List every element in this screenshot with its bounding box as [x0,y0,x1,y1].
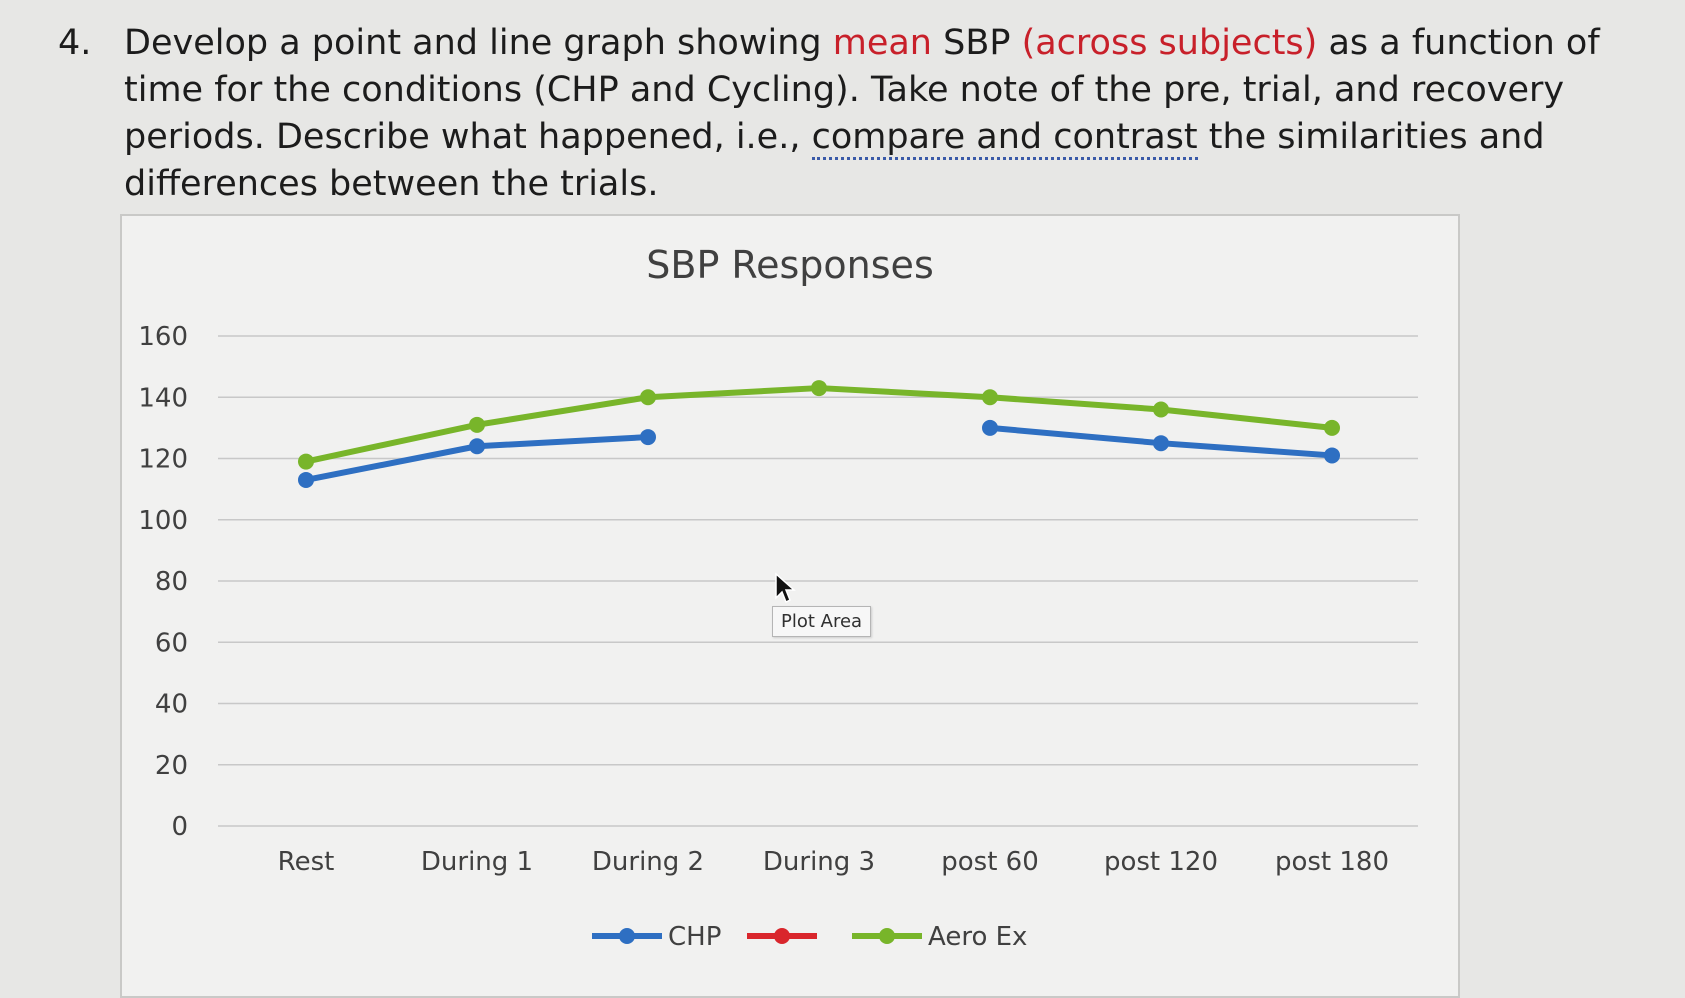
legend-aero-ex-marker[interactable] [879,928,895,944]
series-chp-point[interactable] [1153,435,1169,452]
question-text: 4. Develop a point and line graph showin… [58,20,1618,208]
series-aero-ex-line [303,421,480,465]
series-chp-line [303,443,480,483]
series-chp-line [987,424,1164,447]
series-aero-ex-line [987,394,1164,413]
x-tick-label: post 120 [1104,847,1218,877]
series-aero-ex-line [474,394,651,428]
question-highlight-mean: mean [832,23,932,63]
y-tick-label: 40 [155,690,188,720]
series-aero-ex-point[interactable] [640,389,656,406]
series-chp-point[interactable] [1324,447,1340,464]
y-tick-label: 0 [171,812,188,842]
series-aero-ex-point[interactable] [982,389,998,406]
series-aero-ex-point[interactable] [811,380,827,397]
series-chp-point[interactable] [298,471,314,488]
plot-area-tooltip: Plot Area [772,606,872,637]
question-highlight-across-subjects: (across subjects) [1021,23,1318,63]
legend-aero-ex-label[interactable]: Aero Ex [928,922,1027,952]
legend-red-marker[interactable] [774,928,790,944]
series-chp-line [474,434,651,450]
series-chp-point[interactable] [640,429,656,446]
series-aero-ex-point[interactable] [1153,401,1169,418]
x-tick-label: Rest [278,847,335,877]
x-tick-label: During 1 [421,847,533,877]
legend-chp-marker[interactable] [619,928,635,944]
y-tick-label: 140 [138,383,188,413]
series-aero-ex-line [816,385,993,401]
series-chp-line [1158,440,1335,459]
y-tick-label: 120 [138,445,188,475]
question-dotted-phrase: compare and contrast [811,117,1198,160]
y-tick-label: 80 [155,567,188,597]
chart-title: SBP Responses [646,243,934,287]
series-aero-ex-point[interactable] [1324,419,1340,436]
series-chp-point[interactable] [469,438,485,455]
legend-chp-label[interactable]: CHP [668,922,721,952]
y-tick-label: 20 [155,751,188,781]
series-aero-ex-line [645,385,822,401]
series-aero-ex-point[interactable] [298,453,314,470]
x-tick-label: During 3 [763,847,875,877]
x-tick-label: During 2 [592,847,704,877]
series-aero-ex-line [1158,406,1335,431]
question-number: 4. [58,23,92,63]
series-chp-point[interactable] [982,419,998,436]
question-body: Develop a point and line graph showing m… [124,20,1618,208]
y-tick-label: 160 [138,322,188,352]
y-tick-label: 100 [138,506,188,536]
question-part-2: SBP [931,23,1022,63]
question-part-4: the similarities and differences between… [124,117,1545,204]
question-part-1: Develop a point and line graph showing [124,23,833,63]
y-tick-label: 60 [155,628,188,658]
x-tick-label: post 60 [941,847,1039,877]
x-tick-label: post 180 [1275,847,1389,877]
sbp-chart-svg[interactable]: SBP Responses 0 20 40 60 80 100 120 140 160 Rest Du… [122,216,1458,996]
series-aero-ex-point[interactable] [469,416,485,433]
question-part-3: as a function of time for the conditions… [124,23,1600,157]
